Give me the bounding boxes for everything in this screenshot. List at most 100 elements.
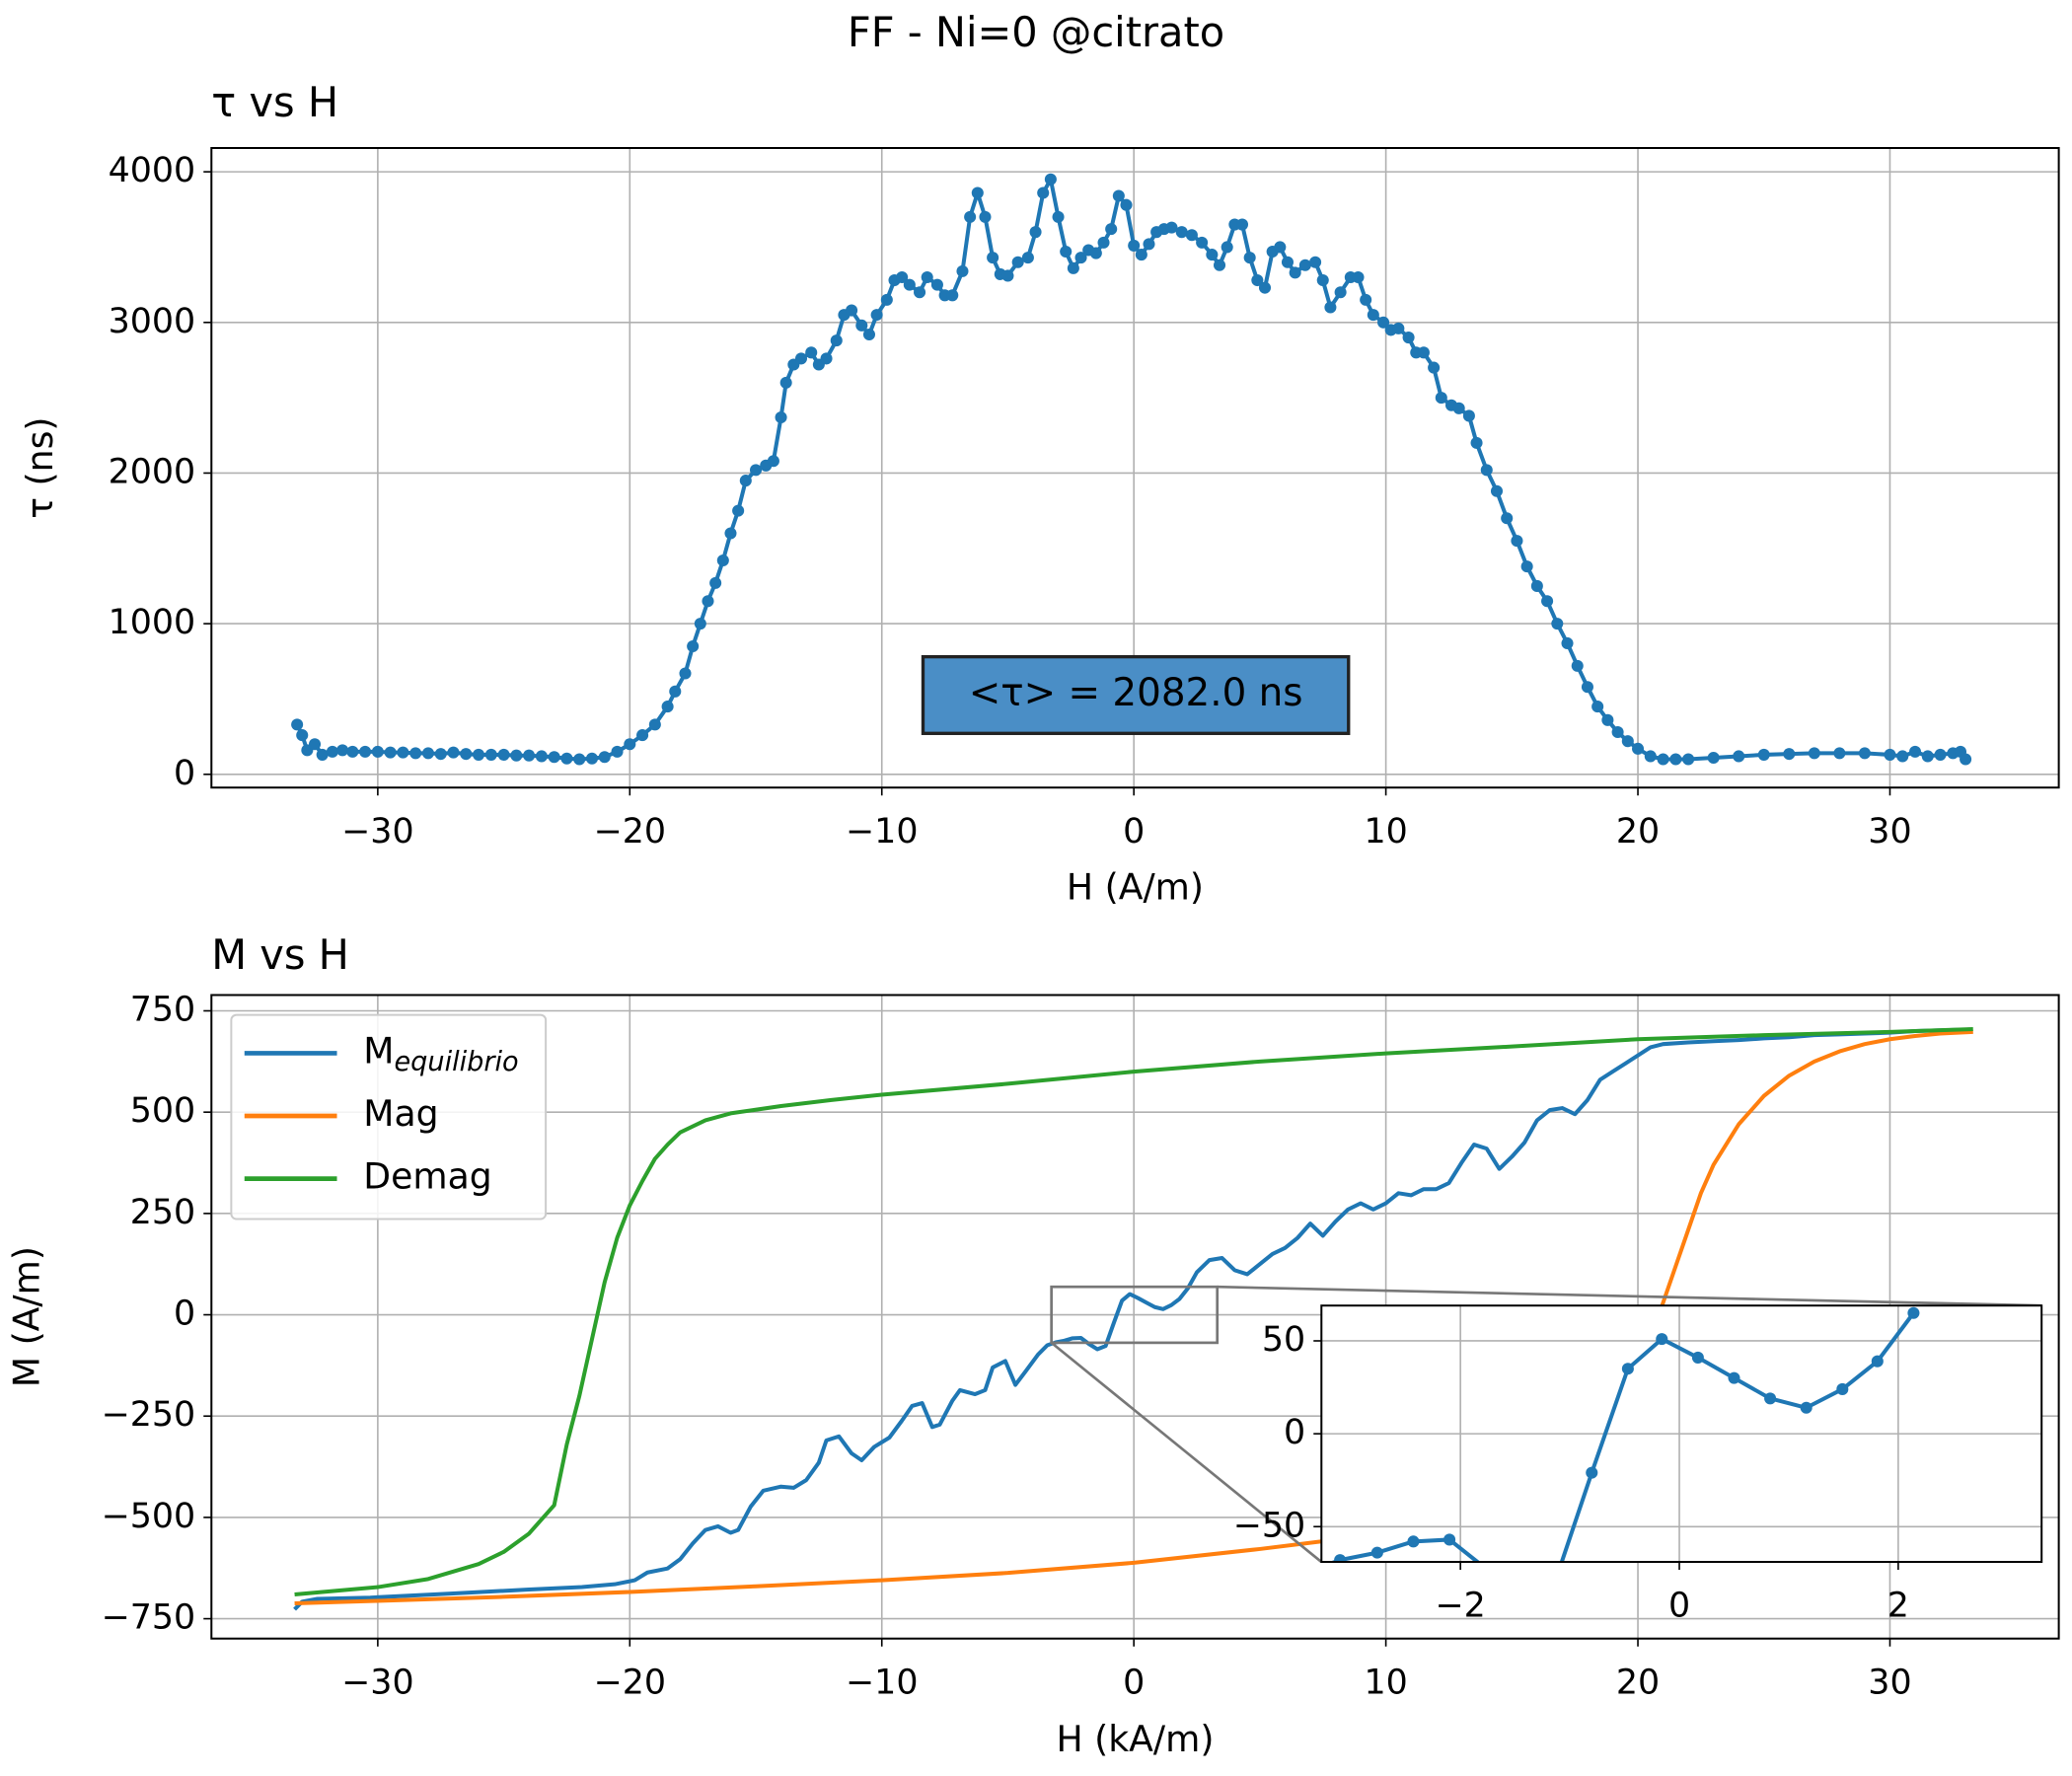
data-point — [336, 744, 349, 757]
data-point — [636, 729, 649, 742]
legend-box — [230, 1013, 548, 1221]
data-point — [946, 289, 959, 302]
data-point — [1470, 436, 1483, 449]
data-point — [1334, 286, 1347, 299]
data-point — [1435, 392, 1447, 405]
axes-frame — [1320, 1304, 2043, 1564]
data-point — [1213, 259, 1226, 271]
zoom-indicator — [1050, 1285, 2042, 1564]
data-point — [1334, 1554, 1347, 1563]
zoom-connector — [1217, 1285, 2042, 1307]
data-point — [862, 328, 875, 341]
x-tick-label: 2 — [1887, 1587, 1909, 1626]
data-point — [346, 745, 359, 758]
data-point — [1402, 332, 1415, 344]
data-line — [293, 1027, 1971, 1611]
y-tick-label: −50 — [1233, 1506, 1305, 1545]
subplot: −30 −20 −10 0 10 20 30 0 1000 2000 3000 4000 τ vs H H… — [19, 78, 2060, 908]
plot-content — [291, 173, 1972, 766]
x-tick-label: 30 — [1868, 812, 1911, 851]
x-tick-label: −10 — [846, 812, 918, 851]
data-point — [1052, 210, 1065, 223]
x-tick-label: −10 — [846, 1663, 918, 1702]
data-point — [1074, 252, 1087, 264]
data-point — [1417, 346, 1430, 359]
data-point — [1196, 236, 1209, 249]
data-point — [1682, 753, 1695, 766]
data-point — [956, 264, 969, 277]
x-tick-label: −20 — [594, 1663, 666, 1702]
data-point — [1235, 218, 1249, 231]
data-point — [1858, 747, 1871, 760]
data-point — [1511, 535, 1523, 548]
data-point — [409, 747, 422, 760]
data-point — [1669, 753, 1682, 766]
data-point — [1044, 173, 1057, 185]
data-point — [1490, 484, 1504, 497]
data-point — [523, 749, 536, 762]
data-point — [1934, 748, 1947, 761]
data-line — [1328, 1311, 1916, 1563]
data-point — [1428, 361, 1441, 374]
y-tick-label: 500 — [130, 1091, 195, 1131]
data-point — [739, 475, 752, 487]
data-point — [1728, 1371, 1740, 1384]
data-point — [1029, 226, 1042, 239]
data-point — [510, 749, 523, 762]
data-point — [371, 745, 384, 758]
data-point — [1707, 751, 1720, 765]
data-point — [1392, 322, 1405, 334]
subplot: −2 0 2 −50 0 50 — [1233, 1304, 2043, 1626]
data-point — [1800, 1401, 1813, 1414]
data-point — [702, 595, 714, 608]
data-point — [1921, 750, 1934, 763]
data-point — [1120, 198, 1133, 211]
data-point — [987, 252, 999, 264]
data-point — [1407, 1535, 1420, 1548]
data-point — [1656, 1333, 1668, 1346]
data-point — [775, 410, 787, 423]
data-point — [870, 309, 883, 322]
data-point — [779, 376, 792, 389]
data-point — [648, 718, 661, 731]
data-point — [694, 618, 706, 630]
data-point — [291, 718, 304, 731]
data-point — [1520, 560, 1533, 573]
data-point — [1691, 1351, 1704, 1364]
y-tick-label: 750 — [130, 991, 195, 1030]
data-point — [1274, 241, 1287, 254]
data-point — [1185, 229, 1198, 242]
data-point — [749, 464, 763, 477]
data-point — [1011, 256, 1024, 268]
data-point — [585, 752, 599, 765]
y-tick-label: 4000 — [109, 151, 196, 190]
data-point — [1462, 409, 1475, 422]
data-point — [1443, 1533, 1456, 1546]
data-point — [1581, 681, 1593, 694]
data-point — [535, 750, 548, 763]
y-tick-label: 250 — [130, 1193, 195, 1232]
data-point — [820, 352, 833, 365]
data-point — [573, 753, 586, 766]
data-point — [1128, 239, 1141, 252]
data-point — [1251, 274, 1264, 287]
y-tick-label: 2000 — [109, 452, 196, 491]
data-line — [294, 1026, 1973, 1596]
x-tick-label: 0 — [1123, 812, 1145, 851]
data-point — [979, 210, 992, 223]
x-tick-label: −20 — [594, 812, 666, 851]
data-point — [1021, 252, 1034, 264]
x-axis-label: H (A/m) — [1067, 865, 1204, 908]
data-point — [1089, 247, 1102, 259]
data-point — [1309, 256, 1322, 268]
data-point — [1884, 748, 1896, 761]
data-point — [1601, 713, 1614, 726]
data-point — [611, 745, 624, 758]
data-point — [1644, 750, 1657, 763]
data-point — [1571, 659, 1584, 672]
data-point — [709, 576, 722, 589]
annotation: <τ> = 2082.0 ns — [969, 671, 1303, 715]
data-point — [1908, 745, 1922, 758]
data-point — [1530, 579, 1543, 592]
axes-frame — [210, 146, 2060, 789]
